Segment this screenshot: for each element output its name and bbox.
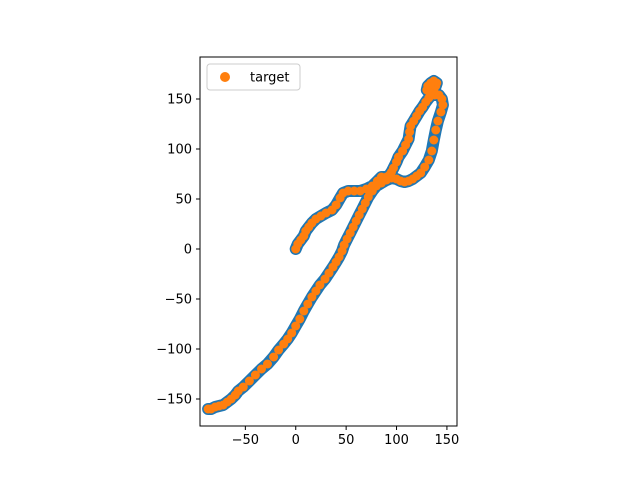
y-tick-label: −150 — [156, 393, 192, 408]
target-point — [427, 146, 437, 156]
target-point — [438, 100, 448, 110]
legend-label-target: target — [250, 71, 290, 86]
y-tick-label: −100 — [156, 343, 192, 358]
target-point — [244, 376, 254, 386]
x-tick-label: 50 — [338, 433, 355, 448]
target-point — [279, 339, 289, 349]
y-tick-label: 150 — [167, 93, 192, 108]
target-point — [203, 404, 213, 414]
series-layer — [202, 75, 449, 415]
x-axis: −50 0 50 100 150 — [232, 426, 460, 448]
target-point — [431, 125, 441, 135]
y-tick-label: 100 — [167, 143, 192, 158]
x-tick-label: 0 — [292, 433, 300, 448]
target-point — [331, 200, 341, 210]
target-point — [263, 359, 272, 369]
x-tick-label: 100 — [384, 433, 409, 448]
legend-marker-target — [220, 72, 230, 82]
target-point — [250, 370, 260, 380]
axes-frame — [199, 56, 458, 427]
target-points — [203, 76, 448, 414]
target-point — [404, 134, 414, 144]
target-point — [291, 321, 301, 331]
target-point — [274, 345, 284, 355]
target-point — [429, 135, 439, 145]
target-point — [320, 274, 330, 284]
x-tick-label: 150 — [435, 433, 460, 448]
target-point — [436, 107, 446, 117]
target-point — [307, 292, 317, 302]
target-point — [295, 314, 305, 324]
target-point — [433, 116, 443, 126]
y-tick-label: 50 — [175, 193, 192, 208]
y-axis: −150 −100 −50 0 50 100 150 — [156, 93, 200, 408]
target-point — [269, 352, 279, 362]
legend-box — [206, 63, 301, 91]
y-tick-label: 0 — [184, 243, 192, 258]
y-tick-label: −50 — [165, 293, 192, 308]
x-tick-label: −50 — [232, 433, 259, 448]
target-point — [257, 364, 266, 374]
target-point — [424, 155, 434, 165]
target-point — [303, 299, 313, 309]
target-point — [299, 306, 309, 316]
legend: target — [206, 63, 301, 91]
